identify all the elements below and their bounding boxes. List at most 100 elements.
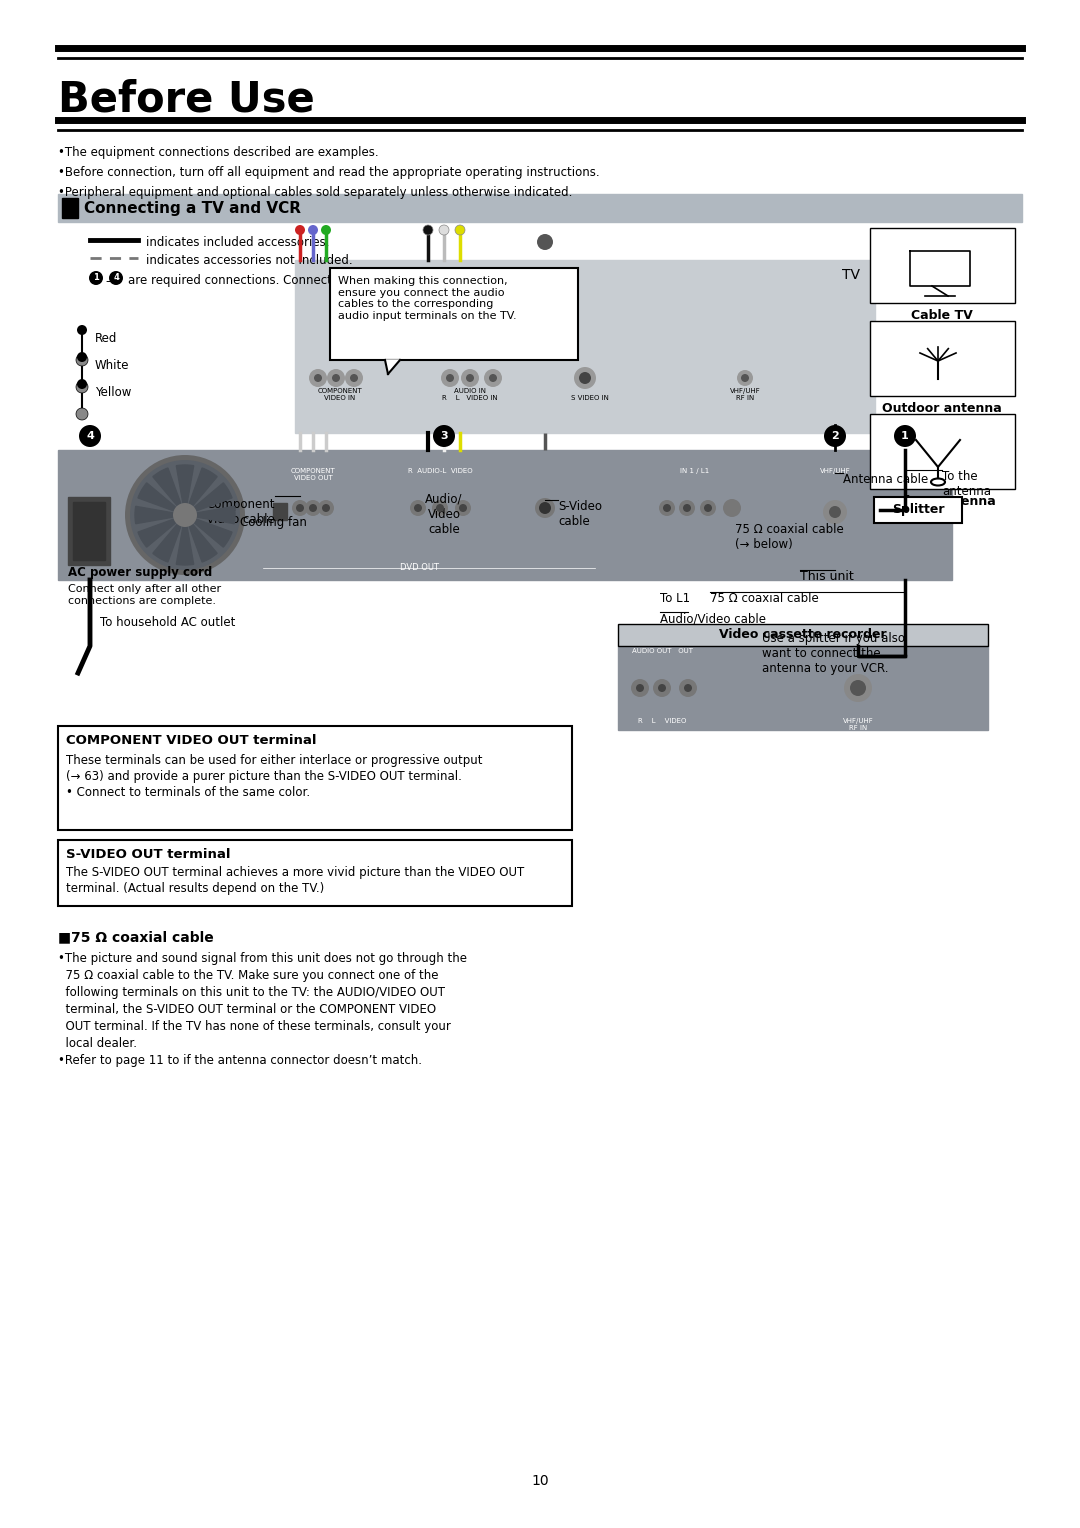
Wedge shape — [185, 468, 217, 515]
Text: 4: 4 — [86, 431, 94, 442]
Text: COMPONENT
VIDEO IN: COMPONENT VIDEO IN — [318, 388, 363, 400]
Text: Video cassette recorder: Video cassette recorder — [719, 628, 887, 642]
Circle shape — [741, 374, 750, 382]
Text: following terminals on this unit to the TV: the AUDIO/VIDEO OUT: following terminals on this unit to the … — [58, 986, 445, 999]
Text: local dealer.: local dealer. — [58, 1038, 137, 1050]
Bar — [58, 451, 951, 581]
Circle shape — [321, 225, 330, 235]
Circle shape — [173, 503, 197, 527]
Text: VHF/UHF: VHF/UHF — [820, 468, 850, 474]
Bar — [870, 414, 1015, 489]
Circle shape — [465, 374, 474, 382]
Text: 3: 3 — [441, 431, 448, 442]
Text: are required connections. Connect in the numbered order.: are required connections. Connect in the… — [129, 274, 472, 287]
Circle shape — [535, 498, 555, 518]
Text: –: – — [105, 275, 111, 287]
Text: VHF/UHF
RF IN: VHF/UHF RF IN — [730, 388, 760, 400]
Bar — [58, 840, 572, 906]
Text: Before Use: Before Use — [58, 78, 314, 121]
Circle shape — [829, 506, 841, 518]
Wedge shape — [185, 515, 217, 562]
Bar — [295, 260, 875, 432]
Wedge shape — [185, 515, 232, 547]
Text: S VIDEO IN: S VIDEO IN — [571, 396, 609, 400]
Text: To household AC outlet: To household AC outlet — [100, 616, 235, 630]
Text: AUDIO IN
R    L   VIDEO IN: AUDIO IN R L VIDEO IN — [442, 388, 498, 400]
Circle shape — [414, 504, 422, 512]
Circle shape — [704, 504, 712, 512]
Text: Indoor antenna: Indoor antenna — [888, 495, 996, 507]
Text: RF IN: RF IN — [896, 468, 914, 474]
Text: R  AUDIO-L  VIDEO: R AUDIO-L VIDEO — [407, 468, 472, 474]
Text: Antenna cable: Antenna cable — [843, 474, 928, 486]
Text: •Peripheral equipment and optional cables sold separately unless otherwise indic: •Peripheral equipment and optional cable… — [58, 186, 572, 199]
Text: When making this connection,
ensure you connect the audio
cables to the correspo: When making this connection, ensure you … — [338, 277, 516, 321]
Circle shape — [893, 500, 917, 524]
Circle shape — [899, 506, 912, 518]
Circle shape — [89, 270, 103, 286]
Circle shape — [573, 367, 596, 390]
Wedge shape — [138, 483, 185, 515]
Circle shape — [459, 504, 467, 512]
Bar — [330, 267, 578, 361]
Circle shape — [76, 408, 87, 420]
Circle shape — [76, 380, 87, 393]
Text: Connecting a TV and VCR: Connecting a TV and VCR — [84, 202, 301, 215]
Text: COMPONENT
VIDEO OUT: COMPONENT VIDEO OUT — [291, 468, 336, 481]
Circle shape — [679, 500, 696, 516]
Circle shape — [79, 425, 102, 448]
Bar — [870, 228, 1015, 303]
Circle shape — [438, 225, 449, 235]
Bar — [62, 199, 78, 219]
Text: Yellow: Yellow — [95, 387, 132, 399]
Text: indicates accessories not included.: indicates accessories not included. — [146, 254, 353, 267]
Circle shape — [723, 500, 741, 516]
Circle shape — [823, 500, 847, 524]
Circle shape — [292, 500, 308, 516]
Text: 75 Ω coaxial cable: 75 Ω coaxial cable — [710, 591, 819, 605]
Circle shape — [423, 225, 433, 235]
Text: ■75 Ω coaxial cable: ■75 Ω coaxial cable — [58, 931, 214, 944]
Text: R    L    VIDEO: R L VIDEO — [638, 718, 686, 724]
Wedge shape — [138, 515, 185, 547]
Circle shape — [636, 685, 644, 692]
Text: 10: 10 — [531, 1475, 549, 1488]
Text: These terminals can be used for either interlace or progressive output: These terminals can be used for either i… — [66, 753, 483, 767]
Circle shape — [309, 504, 318, 512]
Text: OUT terminal. If the TV has none of these terminals, consult your: OUT terminal. If the TV has none of thes… — [58, 1021, 450, 1033]
Text: terminal, the S-VIDEO OUT terminal or the COMPONENT VIDEO: terminal, the S-VIDEO OUT terminal or th… — [58, 1002, 436, 1016]
Bar — [273, 503, 287, 520]
Text: Cooling fan: Cooling fan — [240, 516, 307, 529]
Wedge shape — [153, 468, 185, 515]
Circle shape — [455, 500, 471, 516]
Text: AC power supply cord: AC power supply cord — [68, 565, 213, 579]
Text: IN 1 / L1: IN 1 / L1 — [680, 468, 710, 474]
Circle shape — [318, 500, 334, 516]
Circle shape — [109, 270, 123, 286]
Bar — [58, 726, 572, 830]
Circle shape — [76, 354, 87, 367]
Circle shape — [850, 680, 866, 695]
Circle shape — [658, 685, 666, 692]
Text: •The picture and sound signal from this unit does not go through the: •The picture and sound signal from this … — [58, 952, 467, 966]
Circle shape — [77, 325, 87, 335]
Wedge shape — [185, 483, 232, 515]
Text: AUDIO OUT   OUT: AUDIO OUT OUT — [632, 648, 692, 654]
Circle shape — [308, 225, 318, 235]
Text: S-Video
cable: S-Video cable — [558, 500, 602, 529]
Circle shape — [436, 504, 444, 512]
Wedge shape — [153, 515, 185, 562]
Bar — [618, 623, 988, 646]
Text: 1: 1 — [901, 431, 909, 442]
Polygon shape — [384, 361, 400, 374]
Text: Use a splitter if you also
want to connect the
antenna to your VCR.: Use a splitter if you also want to conne… — [762, 633, 905, 675]
Circle shape — [631, 678, 649, 697]
Circle shape — [894, 425, 916, 448]
Circle shape — [322, 504, 330, 512]
Text: S-VIDEO OUT terminal: S-VIDEO OUT terminal — [66, 848, 230, 860]
Text: •Before connection, turn off all equipment and read the appropriate operating in: •Before connection, turn off all equipme… — [58, 167, 599, 179]
Circle shape — [653, 678, 671, 697]
Text: Audio/Video cable: Audio/Video cable — [660, 613, 766, 625]
Circle shape — [295, 225, 305, 235]
Text: 4: 4 — [113, 274, 119, 283]
